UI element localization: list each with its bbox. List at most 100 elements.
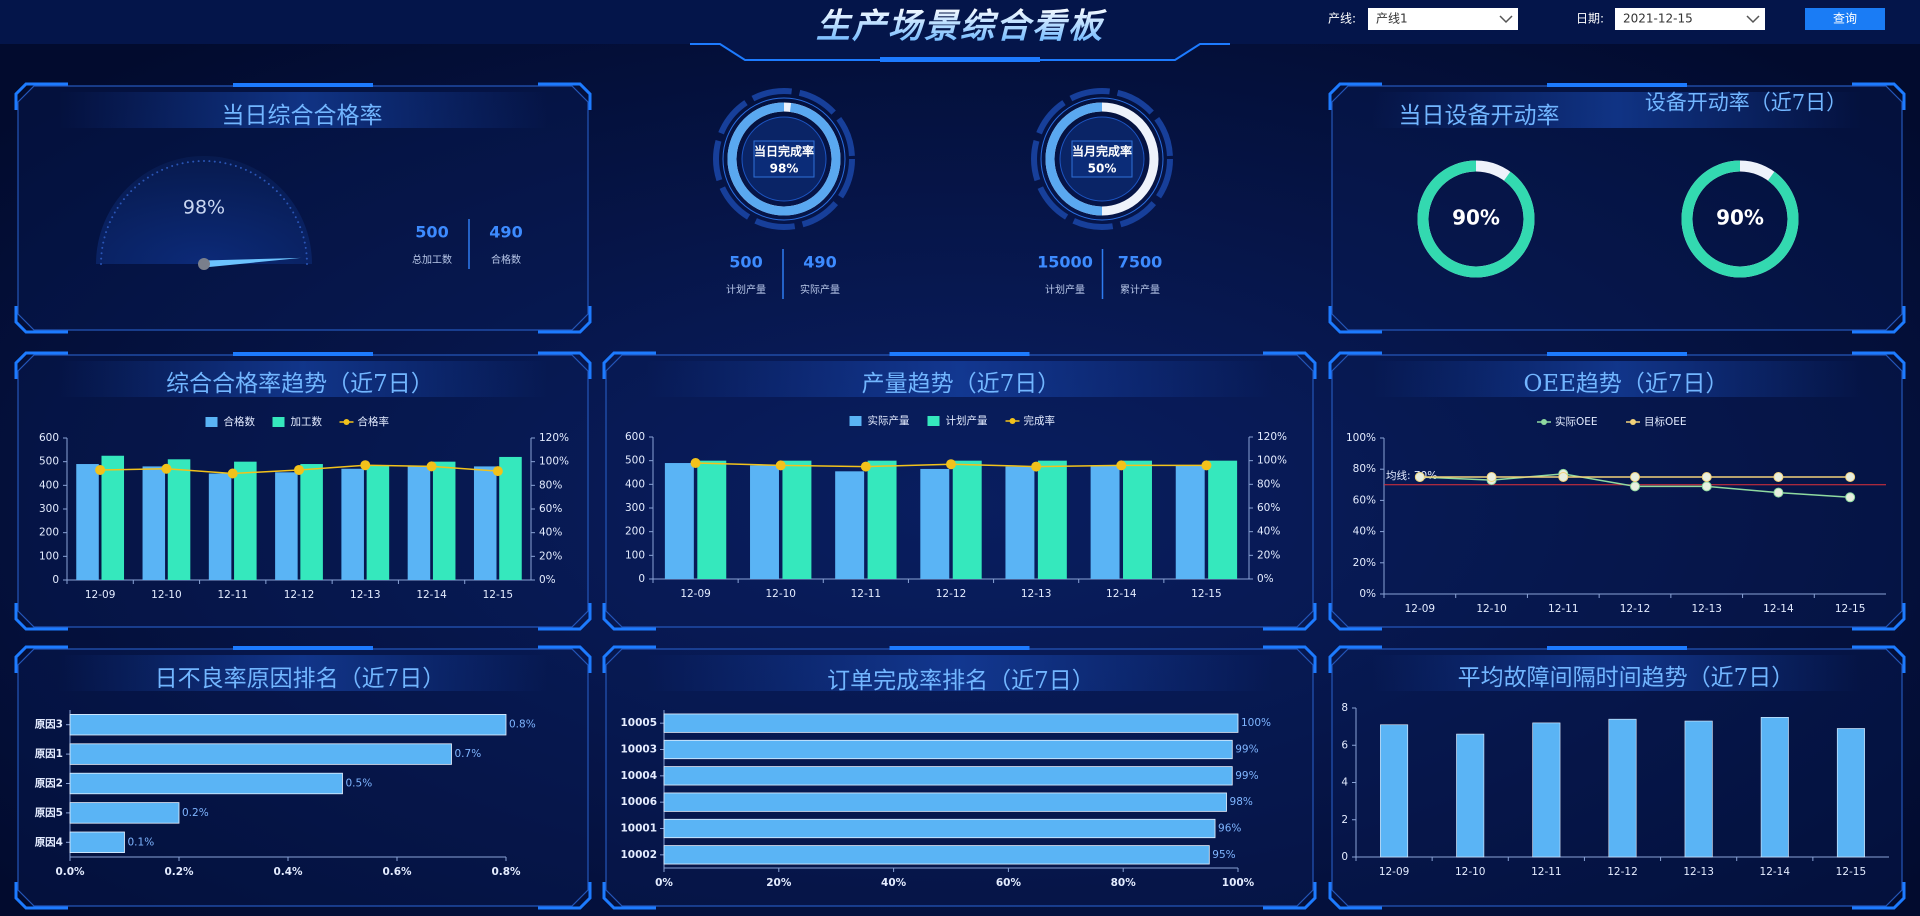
gauge-dot (213, 160, 216, 163)
gauge-dot (302, 236, 305, 239)
ring-deco (713, 88, 855, 230)
point (161, 463, 172, 474)
bar (167, 459, 191, 580)
point (1414, 472, 1425, 482)
y-tick-label: 60% (1353, 494, 1376, 506)
filter-label: 产线: (1328, 12, 1356, 26)
gauge-dot (161, 168, 164, 171)
stat-label: 计划产量 (1045, 283, 1085, 296)
bar (663, 792, 1227, 812)
panel-title: 设备开动率（近7日） (1645, 91, 1847, 115)
x-tick-label: 12-14 (1760, 866, 1791, 878)
query-button[interactable] (1805, 8, 1885, 30)
panel-corner (14, 82, 68, 110)
panel-corner (1328, 645, 1382, 673)
panel-title-glow (1372, 655, 1862, 691)
point (360, 460, 371, 471)
panel-border (17, 85, 589, 331)
y-tick-label: 60% (539, 503, 562, 515)
bar (407, 466, 431, 580)
point (1773, 472, 1784, 482)
point (1558, 472, 1569, 482)
gauge-dot (126, 194, 129, 197)
x-tick-label: 12-11 (217, 589, 248, 601)
y-tick-label: 0% (1257, 573, 1274, 585)
y-tick-label: 80% (1257, 478, 1280, 490)
panel-corner (14, 351, 68, 379)
panel-corner (1852, 306, 1906, 334)
bar (835, 471, 865, 579)
bar (432, 461, 456, 580)
gauge-dot (186, 161, 189, 164)
legend-label: 实际OEE (1555, 415, 1598, 428)
legend-swatch (272, 417, 285, 427)
bar (76, 464, 99, 580)
point (690, 458, 701, 469)
x-tick-label: 0.2% (164, 866, 194, 878)
gauge-dot (249, 171, 252, 174)
bar (1090, 465, 1120, 579)
bar (1608, 718, 1637, 858)
panel-corner (1328, 82, 1382, 110)
point (1630, 481, 1640, 492)
y-tick-label: 400 (625, 478, 645, 490)
ring-label: 当月完成率 (1072, 144, 1132, 159)
bar (782, 460, 812, 579)
y-tick-label: 40% (1353, 526, 1376, 538)
stat-value: 490 (803, 253, 836, 272)
gauge-dot (113, 211, 116, 214)
stat-label: 计划产量 (726, 283, 766, 296)
bar (1380, 724, 1409, 858)
stat-value: 490 (489, 223, 522, 242)
y-tick-label: 10004 (620, 770, 657, 782)
gauge-dot (259, 176, 262, 179)
panel-corner (1852, 82, 1906, 110)
bar (1175, 465, 1205, 579)
ring-label-box (1071, 140, 1133, 178)
value-label: 99% (1235, 770, 1258, 782)
x-tick-label: 0% (655, 877, 673, 889)
panel-title-glow (646, 361, 1273, 397)
y-tick-label: 40% (539, 527, 562, 539)
bar (366, 465, 390, 580)
line-select[interactable] (1368, 8, 1518, 30)
panel-title-glow (58, 361, 548, 397)
gauge-dot (297, 221, 300, 224)
gauge-dot (166, 166, 169, 169)
panel-corner (14, 306, 68, 334)
x-tick-label: 12-13 (1691, 603, 1722, 615)
panel-corner (538, 351, 592, 379)
panel-corner (14, 603, 68, 631)
y-tick-label: 4 (1341, 777, 1348, 789)
legend-label: 完成率 (1024, 414, 1056, 427)
x-tick-label: 12-10 (765, 588, 796, 600)
bar (142, 466, 166, 580)
panel-corner (538, 82, 592, 110)
gauge-dot (116, 206, 119, 209)
x-tick-label: 12-09 (1405, 603, 1436, 615)
x-tick-label: 0.4% (273, 866, 303, 878)
y-tick-label: 原因4 (35, 836, 63, 848)
panel-corner (1852, 645, 1906, 673)
panel-corner (14, 645, 68, 673)
y-tick-label: 80% (539, 479, 562, 491)
point (860, 461, 871, 472)
bar (1037, 460, 1067, 579)
y-tick-label: 0% (1359, 588, 1376, 600)
date-select[interactable] (1615, 8, 1765, 30)
bar (300, 464, 323, 580)
legend-label: 加工数 (291, 415, 323, 428)
panel-corner (14, 882, 68, 910)
ring-value: 90% (1716, 206, 1764, 230)
value-label: 0.5% (346, 778, 373, 790)
legend-swatch (343, 419, 350, 425)
x-tick-label: 100% (1222, 877, 1255, 889)
point (1701, 481, 1712, 492)
y-tick-label: 原因5 (35, 807, 63, 819)
x-tick-label: 60% (996, 877, 1022, 889)
panel-title-glow (58, 655, 548, 691)
y-tick-label: 0 (638, 573, 645, 585)
panel-accent (233, 352, 373, 356)
bar (69, 714, 507, 736)
y-tick-label: 20% (1353, 557, 1376, 569)
